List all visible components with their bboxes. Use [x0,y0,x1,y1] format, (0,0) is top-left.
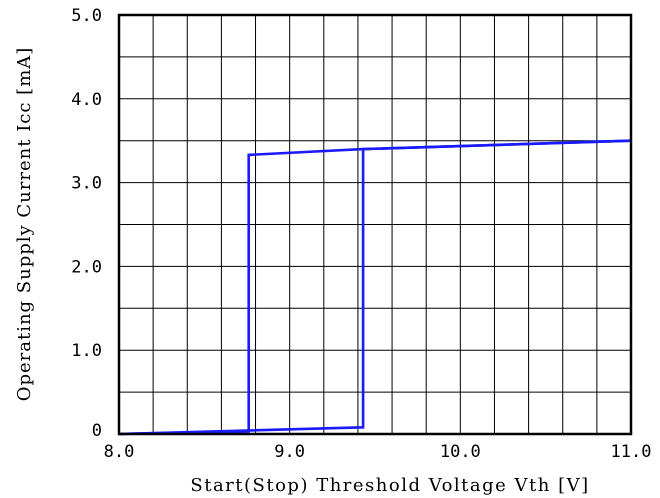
x-tick-label: 9.0 [274,442,305,462]
plot-frame [117,13,633,436]
y-axis-label: Operating Supply Current Icc [mA] [14,47,35,402]
x-tick-label: 10.0 [440,442,481,462]
series-group [118,139,632,436]
y-tick-label: 3.0 [71,174,102,194]
x-tick-label: 8.0 [104,442,135,462]
series-line-2 [118,139,632,436]
y-tick-label: 4.0 [71,90,102,110]
y-tick-label: 1.0 [71,341,102,361]
y-tick-label: 2.0 [71,257,102,277]
y-tick-label: 5.0 [71,6,102,26]
x-axis-label: Start(Stop) Threshold Voltage Vth [V] [190,475,589,496]
x-tick-labels: 8.0 9.0 10.0 11.0 [104,442,652,462]
series-line-1 [118,139,632,436]
y-tick-label: 0 [92,421,102,441]
grid-lines [119,15,631,434]
y-tick-labels: 0 1.0 2.0 3.0 4.0 5.0 [71,6,102,441]
x-tick-label: 11.0 [611,442,652,462]
